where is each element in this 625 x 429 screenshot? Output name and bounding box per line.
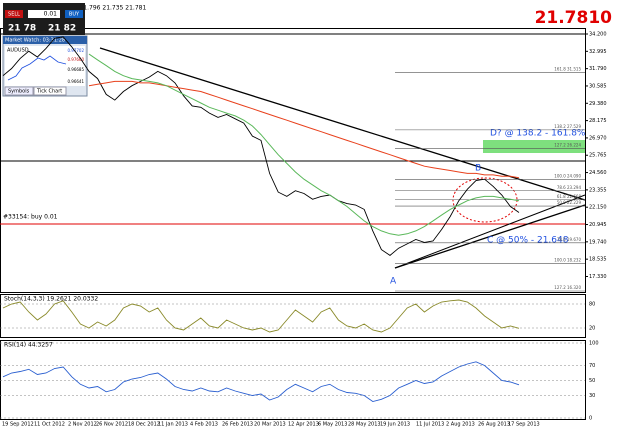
retrace-label: C @ 50% - 21.648 bbox=[487, 236, 569, 246]
y-tick-label: 22.150 bbox=[589, 205, 607, 211]
y-tick-label: 17.330 bbox=[589, 274, 607, 280]
trade-panel: SELL BUY 0.01 21 78 21 82 bbox=[3, 3, 85, 35]
stoch-panel bbox=[0, 294, 586, 338]
y-tick-label: 0 bbox=[589, 416, 592, 422]
y-tick-label: 26.970 bbox=[589, 135, 607, 141]
x-tick-label: 17 Sep 2013 bbox=[508, 422, 540, 428]
y-tick-label: 100 bbox=[589, 341, 599, 347]
rsi-line bbox=[2, 361, 520, 402]
x-tick-label: 26 Nov 2012 bbox=[96, 422, 128, 428]
x-tick-label: 11 Oct 2012 bbox=[34, 422, 65, 428]
trade-bg bbox=[3, 3, 85, 35]
x-tick-label: 6 May 2013 bbox=[318, 422, 347, 428]
mw-price: 0.97702 bbox=[67, 48, 84, 53]
tab-label[interactable]: Symbols bbox=[8, 89, 30, 95]
buy-text[interactable]: BUY bbox=[69, 12, 80, 18]
x-tick-label: 28 May 2013 bbox=[348, 422, 381, 428]
mw-symbol: AUDUSD bbox=[7, 48, 29, 54]
fib-label: 127.2 16.320 bbox=[554, 285, 581, 290]
ask: 21 82 bbox=[48, 24, 76, 34]
lot-input[interactable] bbox=[28, 10, 60, 18]
trendline bbox=[394, 194, 586, 269]
y-tick-label: 30.585 bbox=[589, 83, 607, 89]
x-tick-label: 11 Jan 2013 bbox=[158, 422, 188, 428]
x-tick-label: 18 Dec 2012 bbox=[128, 422, 160, 428]
target-label: D? @ 138.2 - 161.8% bbox=[490, 129, 586, 139]
price-line bbox=[88, 80, 520, 179]
fib-label: 138.2 27.529 bbox=[554, 124, 581, 129]
stoch-line bbox=[2, 299, 520, 333]
mw-title: Market Watch: 03:31:28 bbox=[5, 38, 65, 44]
fib-label: 78.6 23.294 bbox=[557, 185, 582, 190]
x-tick-label: 26 Feb 2013 bbox=[222, 422, 253, 428]
mw-line bbox=[7, 55, 67, 81]
x-tick-label: 19 Sep 2012 bbox=[2, 422, 34, 428]
buy-button[interactable] bbox=[65, 10, 83, 18]
y-tick-label: 20 bbox=[589, 326, 595, 332]
x-tick-label: 20 Mar 2013 bbox=[254, 422, 286, 428]
rsi-panel bbox=[0, 340, 586, 420]
price-line bbox=[2, 36, 520, 256]
y-tick-label: 29.380 bbox=[589, 101, 607, 107]
y-tick-label: 70 bbox=[589, 363, 595, 369]
y-tick-label: 23.355 bbox=[589, 187, 607, 193]
fib-label: 78.6 19.670 bbox=[557, 237, 582, 242]
fib-label: 127.2 26.224 bbox=[554, 143, 581, 148]
sell-text[interactable]: SELL bbox=[8, 12, 20, 18]
x-tick-label: 26 Aug 2013 bbox=[478, 422, 510, 428]
y-tick-label: 19.740 bbox=[589, 239, 607, 245]
trendline bbox=[394, 204, 586, 269]
mw-price: 0.96641 bbox=[67, 79, 84, 84]
mw-chart bbox=[5, 46, 85, 86]
fib-label: 50.0 22.229 bbox=[557, 200, 582, 205]
last-price: 21.7810 bbox=[535, 8, 613, 28]
point-b: B bbox=[475, 164, 481, 174]
fib-label: 61.8 22.668 bbox=[557, 194, 582, 199]
y-tick-label: 80 bbox=[589, 302, 595, 308]
y-tick-label: 30 bbox=[589, 393, 595, 399]
trendline bbox=[99, 47, 586, 201]
order-label: #33154: buy 0.01 bbox=[3, 214, 58, 221]
x-tick-label: 2 Nov 2012 bbox=[68, 422, 97, 428]
x-tick-label: 4 Feb 2013 bbox=[190, 422, 218, 428]
fib-label: 161.8 31.515 bbox=[554, 67, 581, 72]
y-tick-label: 34.200 bbox=[589, 32, 607, 38]
y-tick-label: 50 bbox=[589, 378, 595, 384]
mw-price: 0.96685 bbox=[67, 67, 84, 72]
tab[interactable] bbox=[4, 86, 34, 96]
target-zone bbox=[483, 140, 585, 153]
mw-price: 0.97660 bbox=[67, 57, 84, 62]
y-tick-label: 28.175 bbox=[589, 118, 607, 124]
tab-label[interactable]: Tick Chart bbox=[36, 89, 62, 95]
stoch-title: Stoch(14,3,3) 19.2621 20.0332 bbox=[4, 296, 98, 303]
rsi-title: RSI(14) 44.3257 bbox=[4, 342, 53, 349]
y-tick-label: 18.535 bbox=[589, 257, 607, 263]
lot-text[interactable]: 0.01 bbox=[44, 11, 58, 18]
y-tick-label: 32.995 bbox=[589, 49, 607, 55]
y-tick-label: 31.790 bbox=[589, 66, 607, 72]
y-tick-label: 20.945 bbox=[589, 222, 607, 228]
mw-titlebar bbox=[3, 36, 87, 44]
x-tick-label: 12 Apr 2013 bbox=[288, 422, 319, 428]
x-tick-label: 11 Jul 2013 bbox=[416, 422, 444, 428]
x-tick-label: 2 Aug 2013 bbox=[446, 422, 475, 428]
y-tick-label: 24.560 bbox=[589, 170, 607, 176]
tab[interactable] bbox=[33, 86, 67, 96]
market-watch: Market Watch: 03:31:28 AUDUSD 0.97702 0.… bbox=[2, 35, 88, 97]
bid: 21 78 bbox=[8, 24, 36, 34]
x-tick-label: 19 Jun 2013 bbox=[380, 422, 410, 428]
fib-label: 100.0 18.232 bbox=[554, 258, 581, 263]
y-tick-label: 25.765 bbox=[589, 153, 607, 159]
price-line bbox=[88, 53, 520, 236]
point-a: A bbox=[390, 277, 397, 287]
fib-label: 100.0 24.090 bbox=[554, 173, 581, 178]
sell-button[interactable] bbox=[5, 10, 23, 18]
